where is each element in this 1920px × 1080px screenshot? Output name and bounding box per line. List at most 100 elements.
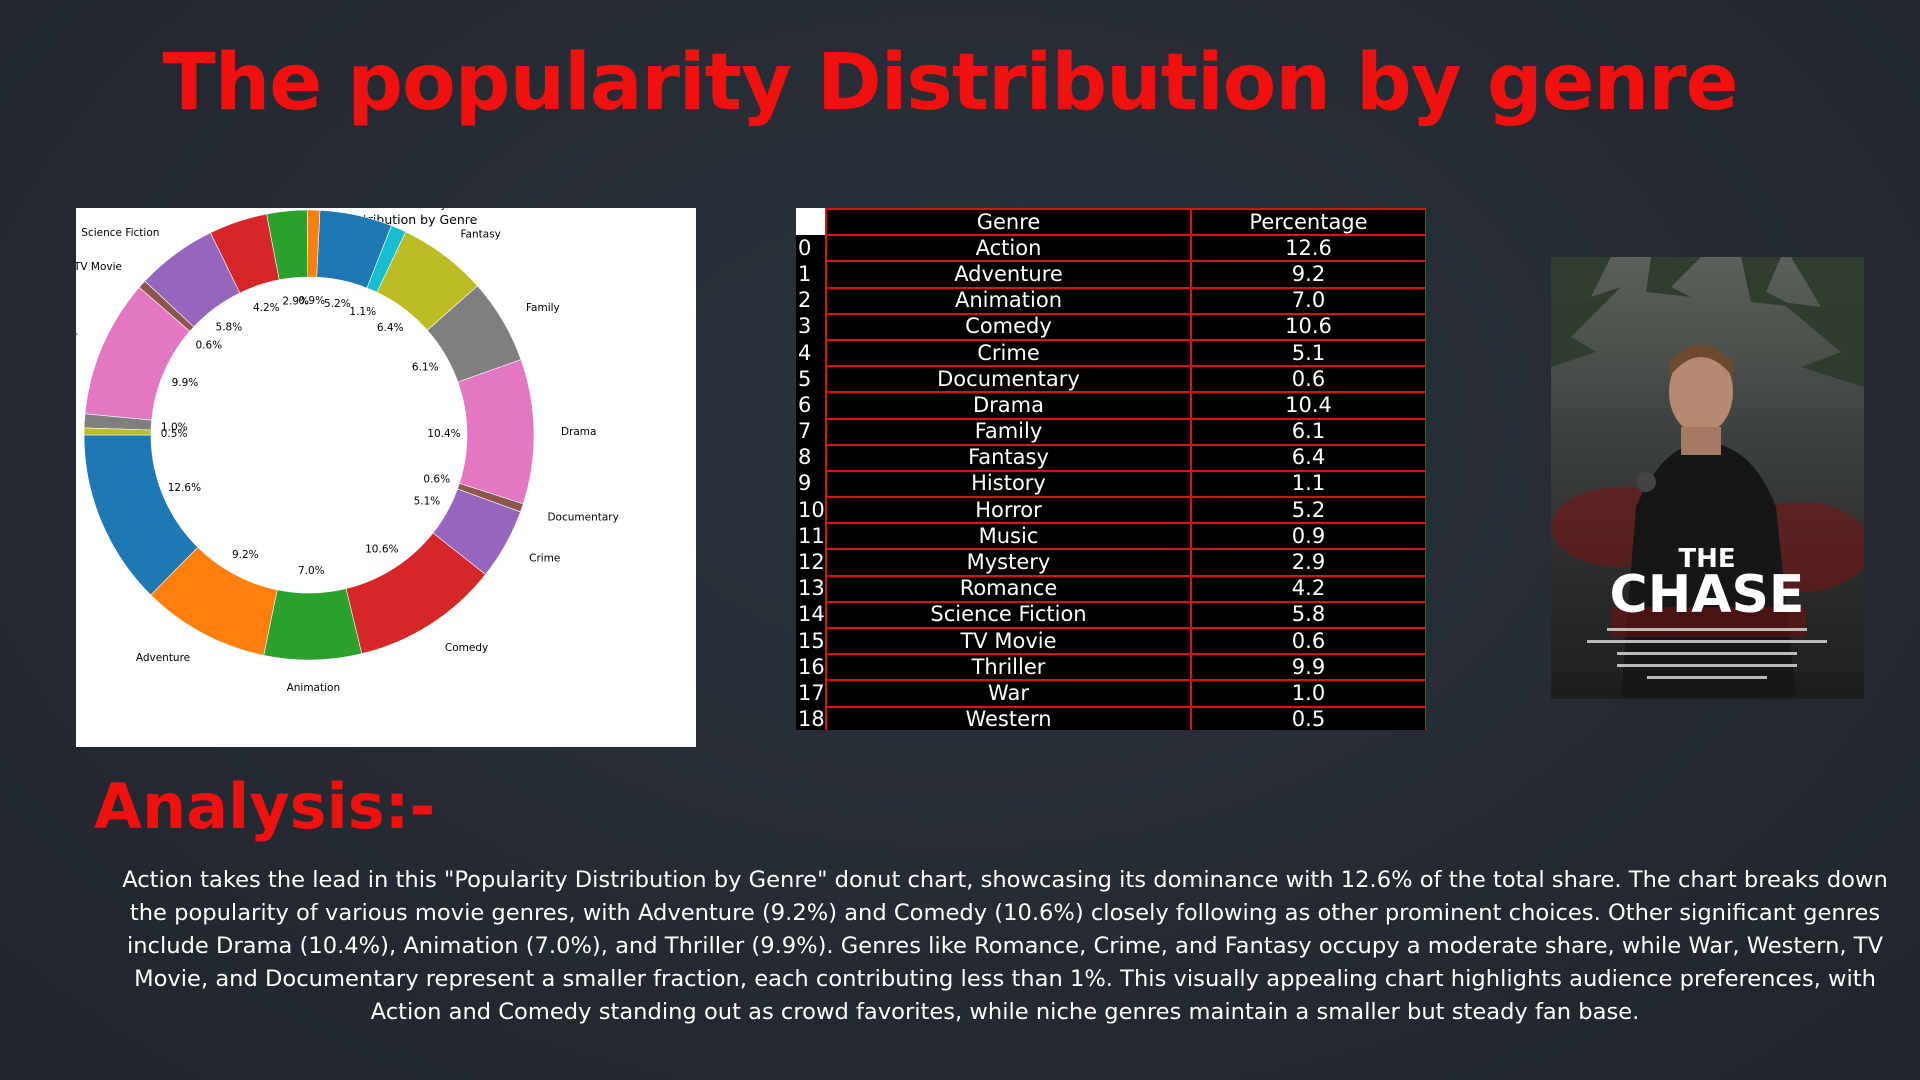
percentage-cell: 5.8 xyxy=(1190,600,1426,630)
slice-percent-label: 6.1% xyxy=(412,361,439,373)
poster-artwork: THE CHASE xyxy=(1551,257,1864,697)
row-index: 14 xyxy=(796,601,827,628)
genre-cell: Family xyxy=(825,417,1192,446)
genre-column-header: Genre xyxy=(825,208,1192,237)
slice-category-label: Comedy xyxy=(445,642,488,654)
table-row: 12 Mystery 2.9 xyxy=(796,548,1426,577)
slice-percent-label: 5.2% xyxy=(324,298,351,310)
table-row: 1 Adventure 9.2 xyxy=(796,260,1426,289)
genre-cell: Mystery xyxy=(825,548,1192,577)
row-index: 3 xyxy=(796,313,827,340)
table-row: 15 TV Movie 0.6 xyxy=(796,626,1426,656)
slice-category-label: Thriller xyxy=(76,331,78,343)
genre-cell: Music xyxy=(825,522,1192,551)
poster-title-text: CHASE xyxy=(1610,565,1805,625)
poster-credits xyxy=(1587,628,1827,679)
slice-percent-label: 5.1% xyxy=(414,496,441,508)
slice-category-label: Fantasy xyxy=(460,229,500,241)
table-row: 16 Thriller 9.9 xyxy=(796,653,1426,682)
row-index: 11 xyxy=(796,523,827,550)
genre-cell: Fantasy xyxy=(825,443,1192,472)
row-index: 6 xyxy=(796,392,827,419)
slice-percent-label: 10.6% xyxy=(365,544,398,556)
percentage-cell: 0.6 xyxy=(1190,626,1426,656)
genre-cell: Adventure xyxy=(825,260,1192,289)
slice-percent-label: 2.9% xyxy=(282,296,309,308)
genre-cell: Thriller xyxy=(825,653,1192,682)
table-row: 8 Fantasy 6.4 xyxy=(796,443,1426,472)
genre-cell: War xyxy=(825,679,1192,708)
slice-percent-label: 9.2% xyxy=(232,549,259,561)
genre-cell: Documentary xyxy=(825,365,1192,394)
donut-slice-western xyxy=(83,427,152,436)
row-index: 10 xyxy=(796,497,827,524)
slice-category-label: Documentary xyxy=(547,512,618,524)
slice-percent-label: 10.4% xyxy=(427,428,460,440)
slice-percent-label: 0.6% xyxy=(195,340,222,352)
slice-percent-label: 0.9% xyxy=(298,295,325,307)
genre-cell: Drama xyxy=(825,391,1192,420)
row-index: 0 xyxy=(796,235,827,262)
table-row: 14 Science Fiction 5.8 xyxy=(796,600,1426,630)
percentage-column-header: Percentage xyxy=(1190,208,1426,237)
slice-percent-label: 0.5% xyxy=(161,428,188,440)
slice-percent-label: 0.6% xyxy=(423,474,450,486)
percentage-cell: 5.2 xyxy=(1190,496,1426,525)
percentage-cell: 6.4 xyxy=(1190,443,1426,472)
donut-slice-animation xyxy=(263,588,363,661)
table-row: 4 Crime 5.1 xyxy=(796,338,1426,368)
genre-table: Genre Percentage 0 Action 12.6 1 Adventure 9.… xyxy=(796,208,1426,730)
slice-percent-label: 9.9% xyxy=(172,377,199,389)
genre-cell: Western xyxy=(825,705,1192,730)
percentage-cell: 9.2 xyxy=(1190,260,1426,289)
percentage-cell: 7.0 xyxy=(1190,286,1426,315)
table-row: 17 War 1.0 xyxy=(796,679,1426,708)
genre-cell: Action xyxy=(825,234,1192,263)
table-row: 13 Romance 4.2 xyxy=(796,574,1426,603)
slice-percent-label: 1.1% xyxy=(349,306,376,318)
row-index: 17 xyxy=(796,680,827,707)
genre-cell: Comedy xyxy=(825,312,1192,341)
table-row: 10 Horror 5.2 xyxy=(796,496,1426,525)
row-index: 5 xyxy=(796,366,827,393)
donut-slice-drama xyxy=(457,359,535,505)
table-header-row: Genre Percentage xyxy=(796,208,1426,237)
slice-percent-label: 6.4% xyxy=(377,322,404,334)
genre-cell: Romance xyxy=(825,574,1192,603)
index-header xyxy=(796,209,827,236)
slice-category-label: Crime xyxy=(529,553,560,565)
table-row: 0 Action 12.6 xyxy=(796,234,1426,263)
row-index: 16 xyxy=(796,654,827,681)
analysis-text: Action takes the lead in this "Popularit… xyxy=(122,867,1888,1025)
table-row: 5 Documentary 0.6 xyxy=(796,365,1426,394)
row-index: 15 xyxy=(796,628,827,655)
table-row: 3 Comedy 10.6 xyxy=(796,312,1426,341)
row-index: 2 xyxy=(796,287,827,314)
donut-chart-panel: Popularity Distribution by Genre 12.6% 9.… xyxy=(76,208,696,747)
row-index: 8 xyxy=(796,444,827,471)
row-index: 9 xyxy=(796,470,827,498)
slice-percent-label: 12.6% xyxy=(168,482,201,494)
table-row: 18 Western 0.5 xyxy=(796,705,1426,730)
percentage-cell: 0.5 xyxy=(1190,705,1426,730)
percentage-cell: 4.2 xyxy=(1190,574,1426,603)
genre-cell: Animation xyxy=(825,286,1192,315)
slice-percent-label: 5.8% xyxy=(216,321,243,333)
row-index: 1 xyxy=(796,261,827,288)
slice-percent-label: 1.0% xyxy=(161,422,188,434)
slice-category-label: TV Movie xyxy=(76,261,122,273)
row-index: 13 xyxy=(796,575,827,602)
table-row: 9 History 1.1 xyxy=(796,469,1426,499)
table-row: 7 Family 6.1 xyxy=(796,417,1426,446)
percentage-cell: 12.6 xyxy=(1190,234,1426,263)
percentage-cell: 2.9 xyxy=(1190,548,1426,577)
percentage-cell: 0.6 xyxy=(1190,365,1426,394)
genre-cell: TV Movie xyxy=(825,626,1192,656)
percentage-cell: 0.9 xyxy=(1190,522,1426,551)
percentage-cell: 10.6 xyxy=(1190,312,1426,341)
genre-cell: Crime xyxy=(825,338,1192,368)
slice-category-label: Science Fiction xyxy=(81,227,159,239)
slice-category-label: Animation xyxy=(287,682,341,694)
poster-the-text: THE xyxy=(1678,544,1735,574)
